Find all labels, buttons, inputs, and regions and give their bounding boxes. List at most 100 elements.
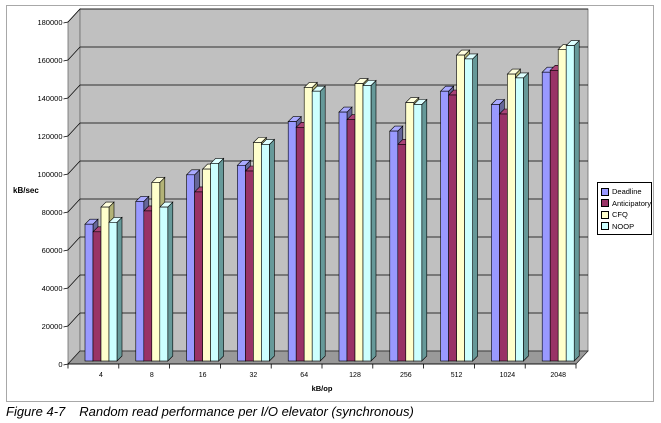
bar-cfq <box>202 168 211 362</box>
bar-cfq <box>507 73 516 362</box>
y-tick-label: 80000 <box>42 208 63 217</box>
y-axis-tick <box>63 59 69 62</box>
bar-anticipatory <box>92 231 102 362</box>
bar-noop <box>362 85 372 362</box>
legend-swatch-icon <box>601 199 609 208</box>
bar-side-noop <box>269 138 275 362</box>
x-tick-label: 128 <box>349 372 361 379</box>
bar-side-noop <box>218 157 224 362</box>
legend-swatch-icon <box>601 187 609 196</box>
figure-caption-label: Figure 4-7 <box>6 404 66 419</box>
bar-noop <box>159 206 169 362</box>
y-axis-tick <box>63 97 69 100</box>
legend-label: NOOP <box>612 221 635 231</box>
x-tick-label: 256 <box>400 372 412 379</box>
bar-noop <box>108 222 118 362</box>
bar-deadline <box>541 71 551 362</box>
bar-noop <box>261 144 270 362</box>
bar-cfq <box>253 142 262 362</box>
y-axis-tick <box>63 135 69 138</box>
gridline-wall-segment <box>67 160 81 175</box>
legend-item-cfq: CFQ <box>601 209 650 221</box>
y-tick-label: 0 <box>58 360 62 369</box>
bar-noop <box>464 58 473 362</box>
gridline-wall-segment <box>67 122 81 137</box>
bar-noop <box>515 77 524 362</box>
x-tick-label: 1024 <box>500 372 516 379</box>
figure-caption-text: Random read performance per I/O elevator… <box>79 404 414 419</box>
x-tick-label: 4 <box>99 372 103 379</box>
y-axis-tick <box>63 287 69 290</box>
bar-side-noop <box>421 98 428 362</box>
legend-swatch-icon <box>601 210 609 219</box>
bar-anticipatory <box>397 144 407 362</box>
y-axis-tick <box>63 173 69 176</box>
bar-deadline <box>440 90 449 362</box>
bar-anticipatory <box>346 119 356 362</box>
bar-cfq <box>354 83 364 362</box>
bar-side-noop <box>573 39 580 362</box>
bar-anticipatory <box>194 191 203 362</box>
gridline-wall-segment <box>67 46 81 61</box>
y-tick-label: 100000 <box>37 170 62 179</box>
bar-noop <box>210 163 219 362</box>
bar-noop <box>565 45 575 362</box>
y-axis-tick <box>63 325 69 328</box>
bar-cfq <box>303 87 313 362</box>
bar-deadline <box>338 111 348 362</box>
bar-anticipatory <box>143 210 153 362</box>
x-tick-label: 64 <box>300 372 308 379</box>
legend-swatch-icon <box>601 222 609 231</box>
gridline-wall-segment <box>67 84 81 99</box>
chart-frame: 0 20000 40000 60000 80000 100000 120000 140000 1… <box>6 5 654 402</box>
bar-anticipatory <box>245 170 254 362</box>
left-wall <box>67 7 81 366</box>
x-tick-label: 8 <box>150 372 154 379</box>
gridline-wall-segment <box>67 274 81 289</box>
y-tick-label: 160000 <box>37 56 62 65</box>
legend-label: Deadline <box>612 187 642 197</box>
gridline-wall-segment <box>67 236 81 251</box>
y-axis-tick <box>63 249 69 252</box>
y-axis-tick <box>63 21 69 24</box>
bar-noop <box>311 90 321 362</box>
x-tick-label: 16 <box>199 372 207 379</box>
bar-deadline <box>389 130 399 362</box>
y-axis-tick <box>63 211 69 214</box>
bar-chart: 0 20000 40000 60000 80000 100000 120000 140000 1… <box>37 7 589 393</box>
bar-cfq <box>100 206 110 362</box>
y-tick-label: 120000 <box>37 132 62 141</box>
bar-deadline <box>135 201 145 362</box>
bar-deadline <box>237 165 246 362</box>
bar-side-noop <box>319 85 326 362</box>
y-axis-title: kB/sec <box>13 186 39 195</box>
bar-anticipatory <box>499 113 508 362</box>
x-axis-title: kB/op <box>312 384 333 393</box>
gridline-wall-segment <box>67 8 81 23</box>
bar-deadline <box>186 174 195 362</box>
bar-cfq <box>557 49 567 362</box>
gridline-wall-segment <box>67 312 81 327</box>
bar-cfq <box>405 102 415 362</box>
x-tick-label: 2048 <box>550 372 566 379</box>
bar-deadline <box>491 104 500 362</box>
bar-side-noop <box>370 79 377 362</box>
y-tick-label: 60000 <box>42 246 63 255</box>
x-tick-label: 32 <box>250 372 258 379</box>
legend-item-anticipatory: Anticipatory <box>601 198 651 210</box>
bar-anticipatory <box>448 94 457 362</box>
bar-side-noop <box>523 72 529 362</box>
y-tick-label: 180000 <box>37 18 62 27</box>
bar-side-noop <box>116 216 123 362</box>
bar-side-noop <box>167 201 174 362</box>
y-tick-label: 140000 <box>37 94 62 103</box>
bar-noop <box>413 104 423 362</box>
bar-anticipatory <box>295 127 305 362</box>
bar-deadline <box>84 223 94 362</box>
bar-side-noop <box>472 53 478 362</box>
x-tick-label: 512 <box>451 372 463 379</box>
bar-cfq <box>456 54 465 362</box>
figure-caption: Figure 4-7 Random read performance per I/… <box>6 404 414 419</box>
legend-label: CFQ <box>612 210 628 220</box>
